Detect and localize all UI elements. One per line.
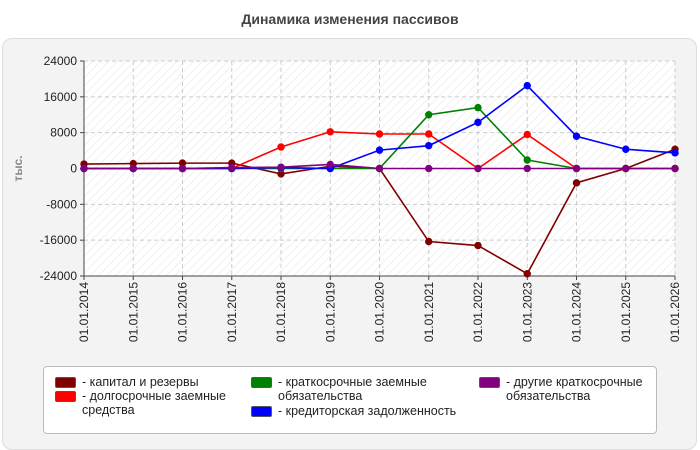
x-tick-label: 01.01.2026 [668,282,682,342]
y-tick-label: -8000 [46,197,77,211]
series-1-point [326,128,334,136]
legend-swatch [251,377,272,388]
series-4-point [80,164,88,173]
series-3-point [671,149,679,157]
chart-legend: - капитал и резервы - долгосрочные заемн… [43,366,657,434]
x-tick-label: 01.01.2014 [77,282,91,342]
legend-swatch [251,406,272,417]
series-4-point [228,163,236,172]
legend-label: - капитал и резервы [82,375,199,389]
x-tick-label: 01.01.2015 [126,282,140,342]
x-tick-label: 01.01.2023 [520,282,534,342]
series-4-point [425,164,433,173]
x-tick-label: 01.01.2021 [422,282,436,342]
x-tick-label: 01.01.2019 [323,282,337,342]
series-4-point [129,164,137,173]
y-tick-label: -16000 [40,233,78,247]
series-0-point [474,241,482,250]
legend-label: - кредиторская задолженность [278,404,457,418]
series-0-point [425,237,433,246]
series-4-point [622,164,630,173]
series-1-point [425,130,433,138]
series-4-point [326,160,334,169]
series-4-point [375,164,384,173]
chart-title: Динамика изменения пассивов [241,11,459,27]
series-3-point [622,145,630,153]
legend-swatch [55,377,76,388]
series-1-point [277,143,285,151]
series-3-point [474,118,482,127]
y-tick-label: 0 [70,162,77,176]
y-tick-label: 24000 [44,54,78,68]
x-tick-label: 01.01.2024 [570,282,584,342]
legend-label: - другие краткосрочные обязательства [506,375,643,403]
series-4-point [671,164,679,173]
legend-swatch [55,391,76,402]
series-1-point [375,130,384,138]
x-tick-label: 01.01.2017 [225,282,239,342]
series-4-point [277,163,285,171]
series-3-point [572,132,581,140]
series-2-point [425,111,433,119]
x-tick-label: 01.01.2016 [176,282,190,342]
series-2-point [523,156,531,164]
series-3-point [523,81,531,90]
y-tick-label: -24000 [40,269,78,283]
y-tick-label: 8000 [50,126,77,140]
series-2-point [474,103,482,112]
series-4-point [572,164,581,173]
series-4-point [523,164,531,173]
x-tick-label: 01.01.2018 [274,282,288,342]
series-0-point [523,270,531,278]
series-4-point [474,164,482,173]
series-4-point [178,164,187,173]
series-1-point [523,130,531,139]
x-tick-label: 01.01.2025 [619,282,633,342]
series-3-point [425,141,433,150]
legend-label: - краткосрочные заемные обязательства [278,375,427,403]
legend-swatch [479,377,500,388]
series-3-point [375,146,384,154]
y-axis-label: тыс. [11,155,25,181]
legend-label: - долгосрочные заемные средства [82,389,226,417]
x-tick-label: 01.01.2020 [373,282,387,342]
y-tick-label: 16000 [44,90,78,104]
x-tick-label: 01.01.2022 [471,282,485,342]
series-0-point [572,179,581,187]
